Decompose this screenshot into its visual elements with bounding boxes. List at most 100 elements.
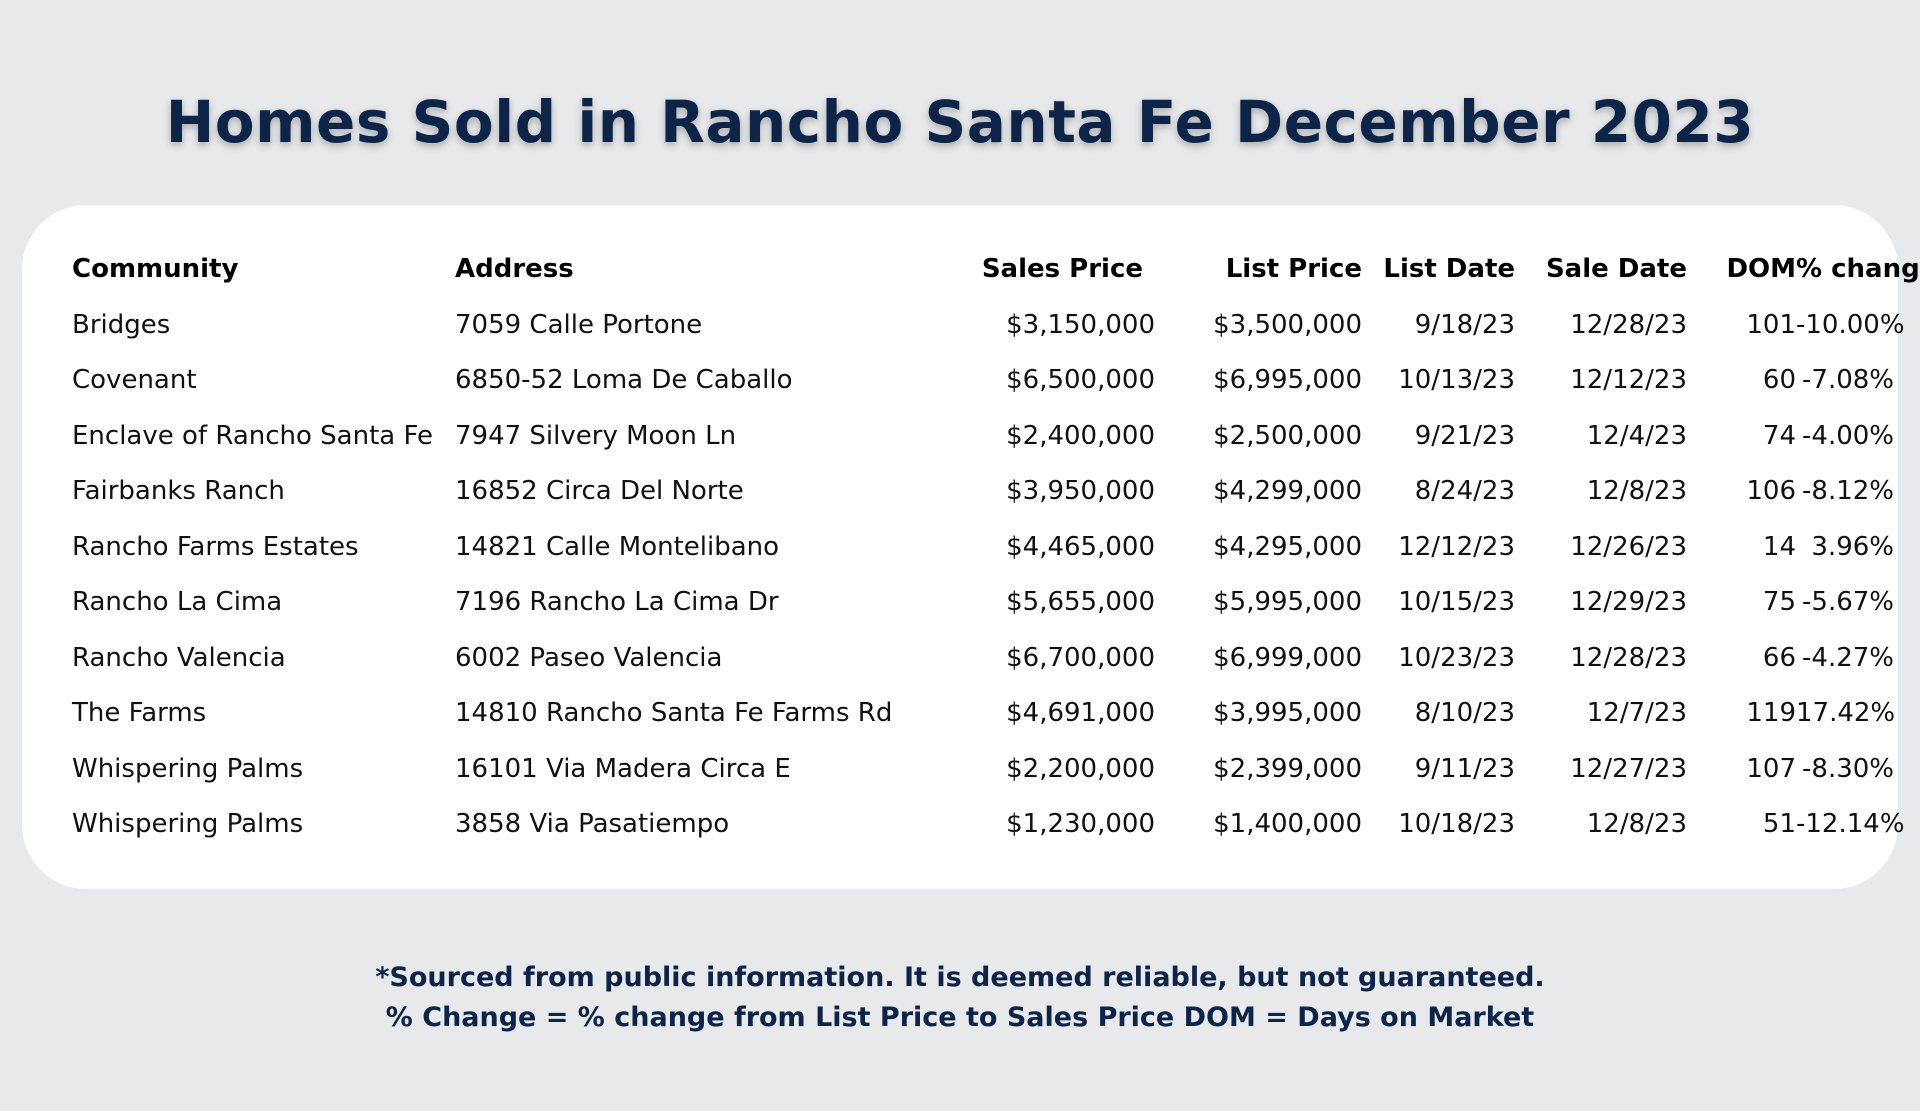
- cell-dom: 14: [1762, 531, 1796, 562]
- sales-table: Community Address Sales Price List Price…: [72, 241, 1920, 853]
- cell-list-date: 10/18/23: [1398, 809, 1515, 840]
- cell-list-price: $2,399,000: [1213, 753, 1362, 784]
- cell-sale-date: 12/4/23: [1586, 420, 1687, 451]
- cell-community: Whispering Palms: [72, 809, 304, 840]
- cell-list-date: 9/18/23: [1414, 309, 1515, 340]
- cell-sales-price: $5,655,000: [1006, 587, 1155, 618]
- table-row: Whispering Palms 16101 Via Madera Circa E…: [72, 741, 1894, 797]
- header-sales-price: Sales Price: [981, 254, 1143, 284]
- cell-list-date: 8/10/23: [1414, 698, 1515, 729]
- cell-sales-price: $2,200,000: [1006, 753, 1155, 784]
- cell-community: Whispering Palms: [72, 753, 304, 784]
- cell-pct-change: 3.96%: [1811, 531, 1894, 562]
- table-row: Rancho Valencia 6002 Paseo Valencia $6,700…: [72, 630, 1894, 686]
- cell-sales-price: $2,400,000: [1006, 420, 1155, 451]
- cell-list-price: $6,995,000: [1213, 365, 1362, 396]
- legend-note: % Change = % change from List Price to S…: [385, 1002, 1535, 1033]
- cell-sale-date: 12/28/23: [1570, 642, 1687, 673]
- header-sale-date: Sale Date: [1545, 254, 1687, 284]
- cell-list-price: $4,295,000: [1213, 531, 1362, 562]
- cell-sales-price: $6,700,000: [1006, 642, 1155, 673]
- cell-list-date: 9/21/23: [1414, 420, 1515, 451]
- cell-pct-change: 17.42%: [1796, 698, 1896, 729]
- header-list-date: List Date: [1383, 254, 1515, 284]
- cell-list-price: $2,500,000: [1213, 420, 1362, 451]
- cell-community: Bridges: [72, 309, 171, 340]
- table-row: Rancho La Cima 7196 Rancho La Cima Dr $5,6…: [72, 575, 1894, 631]
- cell-pct-change: -4.00%: [1802, 420, 1894, 451]
- cell-address: 6002 Paseo Valencia: [455, 642, 723, 673]
- cell-list-date: 10/23/23: [1398, 642, 1515, 673]
- cell-community: Enclave of Rancho Santa Fe: [72, 420, 434, 451]
- cell-community: Rancho Farms Estates: [72, 531, 359, 562]
- cell-dom: 107: [1746, 753, 1796, 784]
- cell-dom: 101: [1746, 309, 1796, 340]
- cell-list-date: 12/12/23: [1398, 531, 1515, 562]
- cell-community: Fairbanks Ranch: [72, 476, 285, 507]
- cell-pct-change: -8.30%: [1802, 753, 1894, 784]
- table-header-row: Community Address Sales Price List Price…: [72, 241, 1920, 297]
- cell-sale-date: 12/29/23: [1570, 587, 1687, 618]
- cell-dom: 66: [1762, 642, 1796, 673]
- cell-list-price: $3,500,000: [1213, 309, 1362, 340]
- cell-address: 14810 Rancho Santa Fe Farms Rd: [455, 698, 893, 729]
- cell-pct-change: -5.67%: [1802, 587, 1894, 618]
- cell-sales-price: $4,465,000: [1006, 531, 1155, 562]
- cell-dom: 74: [1762, 420, 1796, 451]
- cell-sales-price: $3,150,000: [1006, 309, 1155, 340]
- cell-sale-date: 12/8/23: [1586, 476, 1687, 507]
- cell-list-price: $1,400,000: [1213, 809, 1362, 840]
- cell-address: 14821 Calle Montelibano: [455, 531, 780, 562]
- cell-sales-price: $4,691,000: [1006, 698, 1155, 729]
- cell-community: Rancho Valencia: [72, 642, 286, 673]
- header-dom: DOM: [1726, 254, 1796, 284]
- cell-sales-price: $1,230,000: [1006, 809, 1155, 840]
- header-list-price: List Price: [1225, 254, 1362, 284]
- cell-list-price: $5,995,000: [1213, 587, 1362, 618]
- cell-list-price: $3,995,000: [1213, 698, 1362, 729]
- table-row: Whispering Palms 3858 Via Pasatiempo $1,23…: [72, 797, 1905, 853]
- cell-address: 7196 Rancho La Cima Dr: [455, 587, 779, 618]
- cell-dom: 106: [1746, 476, 1796, 507]
- cell-sale-date: 12/28/23: [1570, 309, 1687, 340]
- table-row: The Farms 14810 Rancho Santa Fe Farms Rd $…: [72, 686, 1896, 742]
- cell-pct-change: -8.12%: [1802, 476, 1894, 507]
- cell-community: Covenant: [72, 365, 197, 396]
- cell-community: Rancho La Cima: [72, 587, 283, 618]
- cell-dom: 51: [1762, 809, 1796, 840]
- table-row: Fairbanks Ranch 16852 Circa Del Norte $3,9…: [72, 464, 1894, 520]
- cell-dom: 75: [1762, 587, 1796, 618]
- cell-address: 16852 Circa Del Norte: [455, 476, 744, 507]
- cell-address: 7059 Calle Portone: [455, 309, 703, 340]
- cell-address: 3858 Via Pasatiempo: [455, 809, 730, 840]
- cell-sale-date: 12/8/23: [1586, 809, 1687, 840]
- cell-pct-change: -7.08%: [1802, 365, 1894, 396]
- table-row: Bridges 7059 Calle Portone $3,150,000 $3,50…: [72, 297, 1905, 353]
- cell-dom: 119: [1746, 698, 1796, 729]
- header-community: Community: [72, 254, 239, 284]
- cell-list-date: 9/11/23: [1414, 753, 1515, 784]
- cell-pct-change: -12.14%: [1796, 809, 1905, 840]
- source-disclaimer: *Sourced from public information. It is …: [375, 962, 1545, 993]
- cell-sale-date: 12/12/23: [1570, 365, 1687, 396]
- cell-list-price: $6,999,000: [1213, 642, 1362, 673]
- cell-sales-price: $6,500,000: [1006, 365, 1155, 396]
- cell-list-date: 8/24/23: [1414, 476, 1515, 507]
- cell-pct-change: -10.00%: [1796, 309, 1905, 340]
- cell-address: 7947 Silvery Moon Ln: [455, 420, 737, 451]
- table-body: Bridges 7059 Calle Portone $3,150,000 $3,50…: [72, 297, 1905, 853]
- cell-sale-date: 12/26/23: [1570, 531, 1687, 562]
- cell-pct-change: -4.27%: [1802, 642, 1894, 673]
- cell-list-price: $4,299,000: [1213, 476, 1362, 507]
- cell-list-date: 10/15/23: [1398, 587, 1515, 618]
- table-row: Rancho Farms Estates 14821 Calle Montelib…: [72, 519, 1894, 575]
- cell-address: 16101 Via Madera Circa E: [455, 753, 791, 784]
- cell-address: 6850-52 Loma De Caballo: [455, 365, 793, 396]
- cell-sale-date: 12/7/23: [1586, 698, 1687, 729]
- table-row: Enclave of Rancho Santa Fe 7947 Silvery M…: [72, 408, 1894, 464]
- page-title: Homes Sold in Rancho Santa Fe December 2…: [165, 88, 1755, 156]
- cell-list-date: 10/13/23: [1398, 365, 1515, 396]
- sales-table-card: Community Address Sales Price List Price…: [22, 205, 1920, 889]
- footer-notes: *Sourced from public information. It is …: [0, 958, 1920, 1038]
- header-pct-change: % change: [1796, 254, 1920, 284]
